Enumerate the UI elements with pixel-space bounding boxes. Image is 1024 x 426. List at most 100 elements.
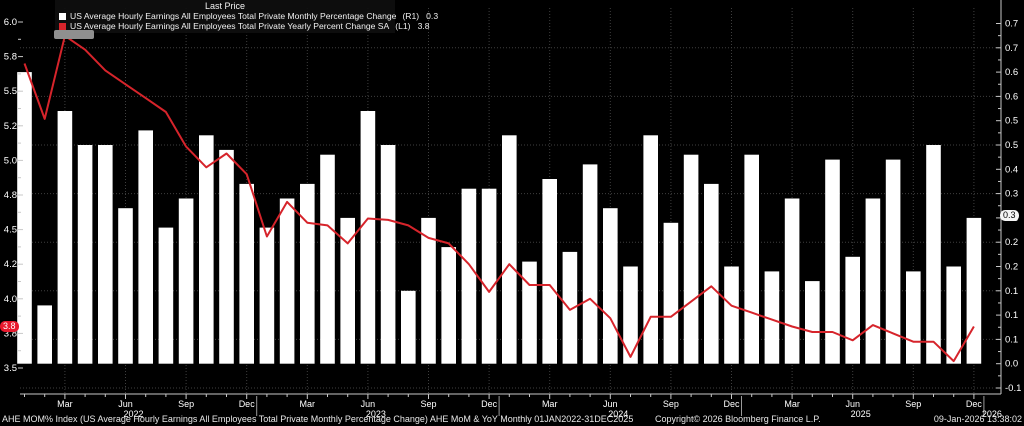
red-square-swatch (59, 22, 66, 30)
right-tick-label: 0.4 (1005, 164, 1018, 175)
bar[interactable] (623, 266, 638, 364)
bar[interactable] (98, 145, 113, 364)
x-quarter-label: Jun (603, 399, 618, 409)
bar[interactable] (380, 145, 396, 364)
bar[interactable] (118, 208, 133, 364)
bar[interactable] (562, 251, 578, 364)
left-tick-label: 5.8 (4, 52, 17, 63)
bar[interactable] (643, 135, 658, 364)
bar[interactable] (77, 145, 93, 364)
bar[interactable] (239, 183, 254, 364)
x-quarter-label: Sep (420, 399, 436, 409)
mom-bar-series (17, 72, 982, 364)
bar[interactable] (461, 188, 477, 364)
bar[interactable] (582, 164, 598, 364)
x-axis: Mar Jun Sep Dec Mar Jun Sep Dec Mar Jun Sep Dec Mar J… (24, 394, 1002, 419)
x-quarter-label: Jun (845, 399, 860, 409)
bar[interactable] (340, 217, 355, 364)
bar[interactable] (219, 149, 234, 364)
bar[interactable] (744, 154, 759, 364)
bar[interactable] (683, 154, 699, 364)
bar[interactable] (906, 271, 921, 364)
bar[interactable] (158, 227, 174, 364)
x-quarter-label: Dec (723, 399, 740, 409)
x-quarter-label: Mar (542, 399, 558, 409)
bar[interactable] (37, 305, 52, 364)
left-tick-label: 6.0 (4, 17, 17, 28)
x-quarter-label: Sep (905, 399, 921, 409)
legend-label: US Average Hourly Earnings All Employees… (70, 21, 390, 31)
bar[interactable] (502, 135, 517, 364)
bar[interactable] (966, 217, 982, 364)
bar[interactable] (704, 183, 719, 364)
bar[interactable] (805, 281, 820, 364)
bar[interactable] (784, 198, 800, 364)
bar[interactable] (885, 159, 901, 364)
bar[interactable] (946, 266, 961, 364)
x-quarter-label: Sep (663, 399, 679, 409)
bar[interactable] (320, 154, 335, 364)
bar[interactable] (279, 198, 295, 364)
left-tick-label: 4.8 (4, 190, 17, 201)
x-quarter-label: Dec (481, 399, 498, 409)
x-quarter-label: Jun (118, 399, 133, 409)
legend-tab[interactable] (54, 30, 94, 39)
left-tick-label: 5.0 (4, 155, 17, 166)
legend-row-yoy[interactable]: US Average Hourly Earnings All Employees… (59, 21, 430, 31)
bar[interactable] (865, 198, 881, 364)
bar[interactable] (401, 290, 416, 364)
yoy-line[interactable] (23, 34, 975, 363)
right-tick-label: 0.1 (1005, 334, 1018, 345)
bar[interactable] (199, 135, 214, 364)
chart-legend: Last Price US Average Hourly Earnings Al… (54, 0, 438, 39)
bar[interactable] (481, 188, 497, 364)
x-quarter-label: Sep (178, 399, 194, 409)
x-year-label: 2023 (366, 409, 386, 419)
bar[interactable] (603, 208, 618, 364)
left-tick-label: 3.5 (4, 363, 17, 374)
x-quarter-label: Mar (57, 399, 73, 409)
x-year-label: 2025 (851, 409, 871, 419)
legend-axis-tag: (L1) (395, 21, 411, 31)
bar[interactable] (441, 247, 456, 364)
bar[interactable] (764, 271, 780, 364)
bar[interactable] (421, 217, 436, 364)
bar[interactable] (360, 111, 376, 364)
right-tick-label: 0.3 (1005, 189, 1018, 200)
bar[interactable] (178, 198, 194, 364)
bar[interactable] (57, 111, 73, 364)
legend-last-value: 0.3 (426, 11, 439, 21)
x-year-label: 2024 (608, 409, 628, 419)
bar[interactable] (845, 256, 860, 364)
left-tick-label: 4.2 (4, 259, 17, 270)
bar[interactable] (17, 72, 32, 364)
left-tick-label: 4.5 (4, 225, 17, 236)
x-quarter-label: Dec (966, 399, 983, 409)
bar[interactable] (138, 130, 153, 364)
left-tick-label: 5.5 (4, 86, 17, 97)
bar[interactable] (663, 222, 679, 364)
bar[interactable] (825, 159, 840, 364)
bar[interactable] (522, 261, 537, 364)
white-square-swatch (59, 12, 66, 20)
bar[interactable] (259, 227, 275, 364)
right-tick-label: 0.5 (1005, 116, 1018, 127)
right-axis: 0.7 0.7 0.6 0.6 0.5 0.5 0.4 0.3 0.3 0.2 0.2 0.1 0.1 0… (996, 19, 1021, 394)
axis-frame (20, 0, 1002, 395)
x-quarter-label: Mar (784, 399, 800, 409)
bar[interactable] (542, 179, 557, 364)
bar[interactable] (926, 145, 941, 364)
right-tick-label: 0.6 (1005, 67, 1018, 78)
footer-copyright: Copyright© 2026 Bloomberg Finance L.P. (655, 414, 821, 424)
bar[interactable] (300, 183, 315, 364)
left-tick-label: 4.0 (4, 294, 17, 305)
x-year-label: 2022 (123, 409, 143, 419)
left-tick-label: 3.8 (4, 328, 17, 339)
right-tick-label: 0.5 (1005, 140, 1018, 151)
legend-row-mom[interactable]: US Average Hourly Earnings All Employees… (59, 11, 438, 21)
bar[interactable] (724, 266, 739, 364)
right-tick-label: 0.7 (1005, 19, 1018, 30)
legend-axis-tag: (R1) (402, 11, 420, 21)
left-axis-last-badge: 3.8 (0, 321, 19, 332)
